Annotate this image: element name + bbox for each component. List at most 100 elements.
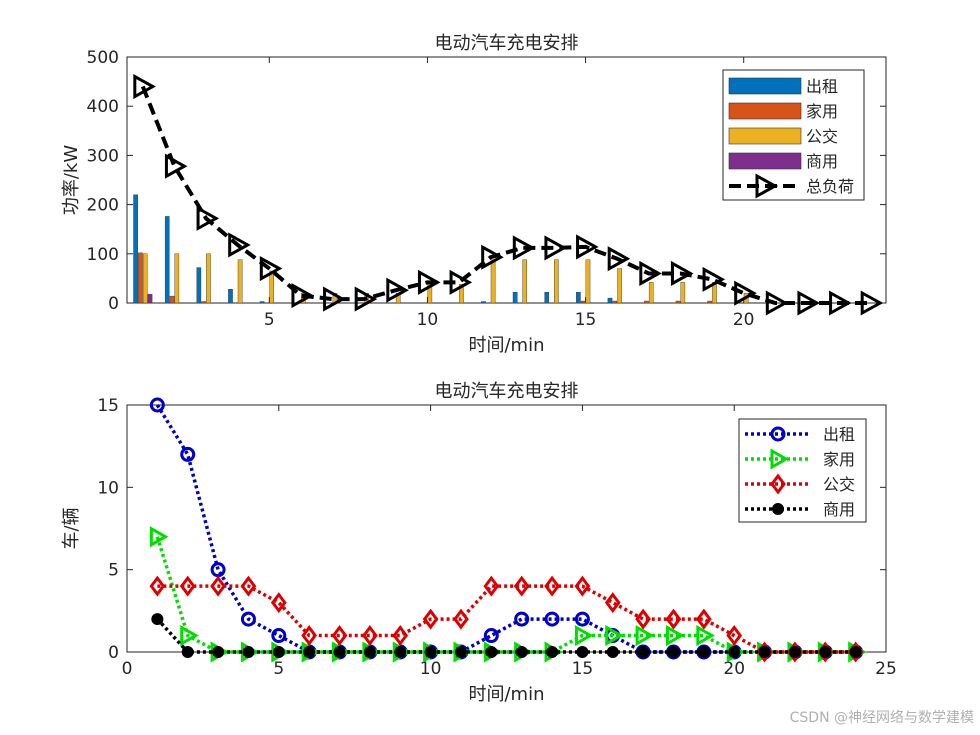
bar-出租 xyxy=(512,291,518,304)
total-load-point xyxy=(734,280,757,306)
point-公交 xyxy=(331,625,348,647)
point-公交 xyxy=(695,608,712,630)
bar-出租 xyxy=(481,301,486,304)
point-商用 xyxy=(515,646,528,658)
x-tick-label-2: 5 xyxy=(273,659,284,679)
total-load-point xyxy=(386,277,409,303)
point-家用 xyxy=(635,624,655,647)
y-tick-label-1: 300 xyxy=(87,146,119,166)
point-家用 xyxy=(696,624,715,647)
point-出租 xyxy=(483,628,499,644)
bar-公交 xyxy=(142,253,148,304)
legend-swatch-公交 xyxy=(728,127,802,145)
point-公交 xyxy=(483,575,500,597)
total-load-point xyxy=(607,246,631,272)
watermark: CSDN @神经网络与数学建模 xyxy=(789,710,974,726)
y-tick-label-2: 0 xyxy=(108,643,119,663)
total-load-point xyxy=(449,269,473,295)
point-公交 xyxy=(453,608,469,630)
bar-出租 xyxy=(228,289,233,304)
point-出租 xyxy=(574,611,590,627)
point-公交 xyxy=(665,608,682,630)
point-公交 xyxy=(574,575,591,597)
point-商用 xyxy=(788,646,801,658)
y-tick-label-1: 0 xyxy=(108,294,119,314)
total-load-point xyxy=(576,234,599,260)
point-公交 xyxy=(422,608,439,630)
bar-出租 xyxy=(164,216,170,304)
series-商用 xyxy=(151,613,862,658)
total-load-point xyxy=(512,235,536,261)
bar-出租 xyxy=(259,301,265,304)
point-公交 xyxy=(301,625,318,647)
point-商用 xyxy=(819,646,832,658)
point-商用 xyxy=(758,646,771,658)
total-load-point xyxy=(829,290,852,316)
bar-group xyxy=(133,194,749,304)
total-load-point xyxy=(354,286,378,312)
bar-出租 xyxy=(607,297,613,304)
total-load-point xyxy=(481,244,504,270)
legend-label-商用: 商用 xyxy=(823,500,855,519)
point-家用 xyxy=(574,624,594,647)
total-load-point xyxy=(860,290,884,316)
x-tick-label-1: 20 xyxy=(733,310,755,330)
legend-label-出租: 出租 xyxy=(806,77,838,96)
point-商用 xyxy=(151,613,164,626)
legend-marker-总负荷 xyxy=(755,173,779,199)
point-公交 xyxy=(392,625,409,647)
y-tick-label-2: 10 xyxy=(97,478,119,498)
point-商用 xyxy=(606,646,619,658)
point-公交 xyxy=(544,575,560,597)
x-tick-label-2: 15 xyxy=(572,659,594,679)
point-商用 xyxy=(272,646,285,658)
bar-出租 xyxy=(576,291,581,304)
legend-label-公交: 公交 xyxy=(806,127,838,146)
chart-title-2: 电动汽车充电安排 xyxy=(435,381,579,402)
point-商用 xyxy=(424,646,437,658)
bar-公交 xyxy=(206,253,211,304)
point-出租 xyxy=(180,446,196,462)
total-load-point xyxy=(417,269,441,295)
y-tick-label-1: 400 xyxy=(87,97,119,117)
point-商用 xyxy=(454,646,467,658)
total-load-point xyxy=(164,153,188,179)
bar-家用 xyxy=(169,295,175,304)
total-load-point xyxy=(765,290,789,316)
bar-出租 xyxy=(133,194,138,304)
y-axis-label-2: 车/辆 xyxy=(61,507,82,549)
point-商用 xyxy=(181,646,194,658)
point-商用 xyxy=(333,646,346,658)
point-出租 xyxy=(271,628,287,644)
point-商用 xyxy=(394,646,407,658)
point-出租 xyxy=(240,611,256,627)
bar-公交 xyxy=(459,284,464,304)
point-出租 xyxy=(544,611,560,627)
x-tick-label-1: 5 xyxy=(264,310,275,330)
point-公交 xyxy=(179,575,196,597)
bar-家用 xyxy=(580,300,586,304)
legend-box-2 xyxy=(738,418,867,523)
y-tick-label-1: 100 xyxy=(87,245,119,265)
point-商用 xyxy=(303,646,316,658)
point-出租 xyxy=(514,611,530,627)
point-商用 xyxy=(212,646,225,658)
legend-marker-家用 xyxy=(770,448,790,470)
legend-label-出租: 出租 xyxy=(823,425,855,444)
total-load-point xyxy=(702,266,726,292)
point-商用 xyxy=(485,646,498,658)
bar-家用 xyxy=(201,301,206,304)
legend-marker-商用 xyxy=(772,503,784,515)
point-家用 xyxy=(149,526,169,548)
total-load-point xyxy=(323,286,346,312)
bar-公交 xyxy=(680,282,686,304)
legend-label-公交: 公交 xyxy=(823,475,855,494)
bar-家用 xyxy=(675,300,681,304)
point-公交 xyxy=(270,592,287,614)
bar-家用 xyxy=(644,300,649,304)
point-家用 xyxy=(605,624,624,647)
point-公交 xyxy=(210,575,226,597)
bar-公交 xyxy=(269,270,275,304)
total-load-point xyxy=(797,290,821,316)
